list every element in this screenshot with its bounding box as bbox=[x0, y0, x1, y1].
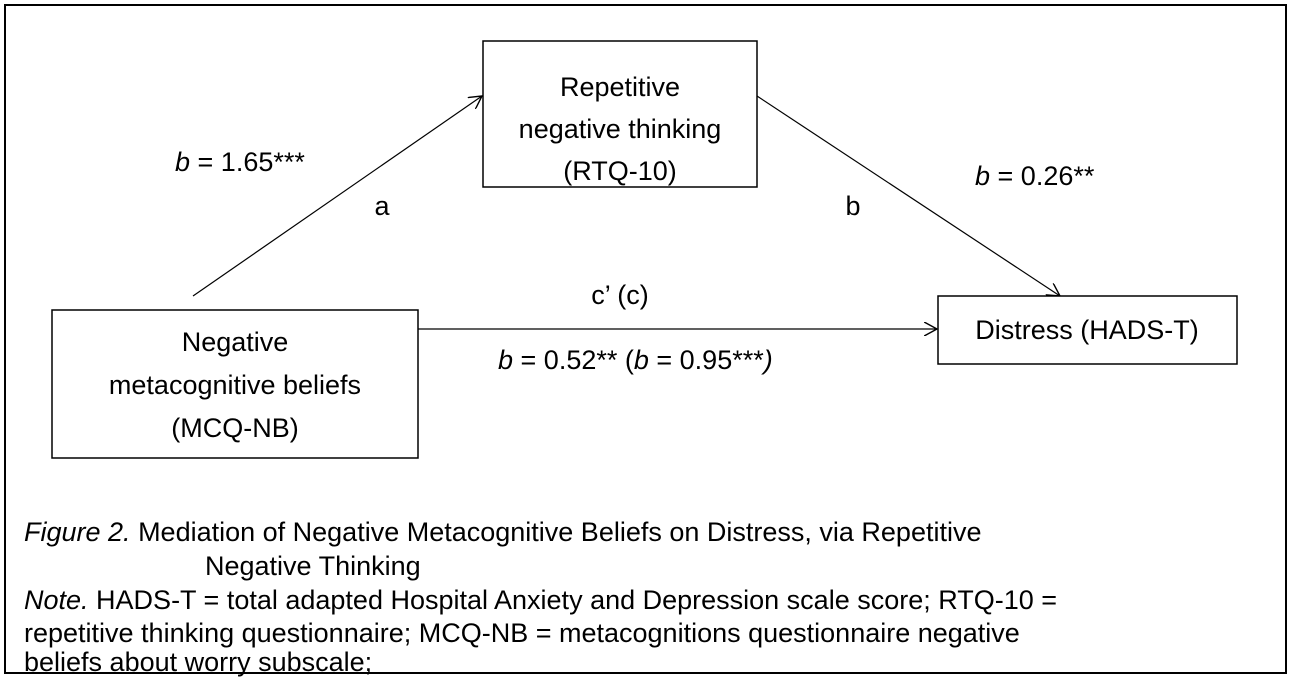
node-label: negative thinking bbox=[519, 114, 722, 144]
node-label: (MCQ-NB) bbox=[171, 413, 298, 443]
edge-coef: b = 0.26** bbox=[975, 161, 1095, 191]
arrow-b bbox=[756, 95, 1060, 296]
node-box bbox=[482, 40, 758, 188]
coef-value: = 0.52** ( bbox=[513, 345, 634, 375]
frame bbox=[4, 4, 1287, 674]
node-box bbox=[937, 295, 1238, 365]
note-text: HADS-T = total adapted Hospital Anxiety … bbox=[89, 585, 1058, 615]
edge-name: b bbox=[845, 191, 860, 221]
note-label: Note. bbox=[24, 585, 89, 615]
node-label: Repetitive bbox=[560, 72, 680, 102]
node-label: Distress (HADS-T) bbox=[975, 315, 1199, 345]
coef-value: = 0.95*** bbox=[649, 345, 764, 375]
caption-line: Note. HADS-T = total adapted Hospital An… bbox=[24, 585, 1057, 615]
node-label: Negative bbox=[182, 327, 289, 357]
caption-line: Figure 2. Mediation of Negative Metacogn… bbox=[24, 517, 981, 547]
coef-value: = 0.26** bbox=[990, 161, 1095, 191]
coef-value: = 1.65*** bbox=[190, 147, 305, 177]
node-label: metacognitive beliefs bbox=[109, 370, 361, 400]
caption-line: Negative Thinking bbox=[205, 551, 421, 581]
node-box bbox=[51, 309, 419, 459]
caption-label: Figure 2. bbox=[24, 517, 131, 547]
caption-line: beliefs about worry subscale; bbox=[24, 647, 372, 677]
edge-name: c’ (c) bbox=[591, 280, 648, 310]
edge-name: a bbox=[374, 191, 390, 221]
coef-var: b bbox=[634, 345, 649, 375]
arrow-a bbox=[192, 96, 482, 297]
node-label: (RTQ-10) bbox=[563, 156, 677, 186]
coef-var: b bbox=[175, 147, 190, 177]
coef-paren: ) bbox=[761, 345, 773, 375]
caption-text: Mediation of Negative Metacognitive Beli… bbox=[131, 517, 982, 547]
edge-coef: b = 1.65*** bbox=[175, 147, 305, 177]
caption-line: repetitive thinking questionnaire; MCQ-N… bbox=[24, 618, 1020, 648]
coef-var: b bbox=[498, 345, 513, 375]
edge-coef: b = 0.52** (b = 0.95***) bbox=[498, 345, 773, 375]
coef-var: b bbox=[975, 161, 990, 191]
